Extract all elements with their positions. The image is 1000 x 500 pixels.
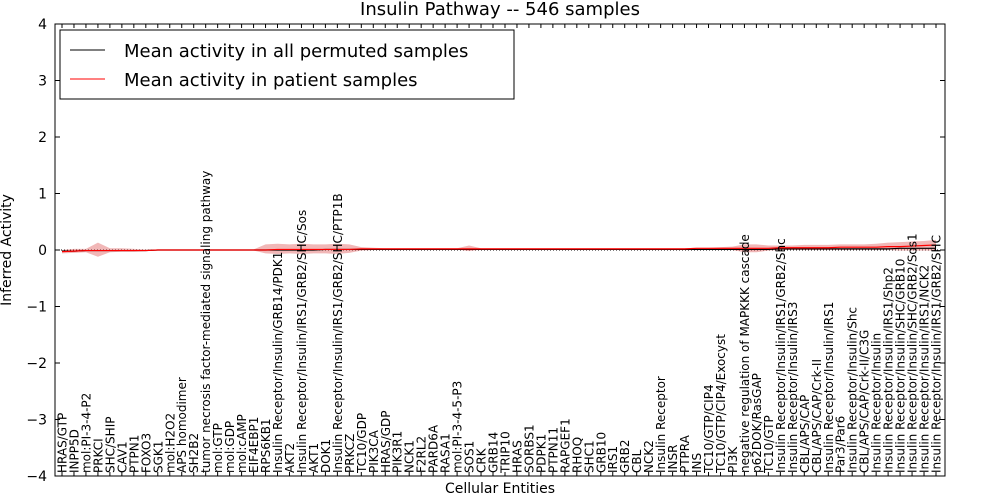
x-tick-label: PI3K — [726, 446, 740, 473]
y-tick-label: −4 — [26, 469, 47, 485]
x-tick-label: AKT1 — [307, 443, 321, 473]
x-tick-label: INPP5D — [67, 429, 81, 473]
x-tick-label: SHC/SHIP — [103, 417, 117, 473]
x-axis-label: Cellular Entities — [445, 481, 555, 497]
x-tick-label: CBL — [630, 449, 644, 473]
x-tick-label: CAV1 — [115, 441, 129, 473]
x-tick-label: mol:GTP — [211, 423, 225, 473]
x-tick-label: SHC1 — [582, 440, 596, 473]
legend-label-patient: Mean activity in patient samples — [124, 70, 418, 91]
x-tick-label: SGK1 — [151, 441, 165, 473]
x-tick-label: Insulin Receptor/Insulin/SHC/GRB2/Sos1 — [906, 233, 920, 473]
x-tick-label: F2RL2 — [415, 436, 429, 473]
x-tick-label: EIF4EBP1 — [247, 417, 261, 473]
x-tick-label: TC10/GTP/CIP4/Exocyst — [714, 334, 728, 474]
x-tick-label: IRS1 — [606, 446, 620, 473]
y-tick-label: −1 — [26, 300, 47, 316]
x-tick-label: mol:H2O2 — [163, 413, 177, 473]
x-tick-label: PTPN11 — [546, 427, 560, 473]
x-tick-label: DOK1 — [319, 439, 333, 473]
x-tick-label: Insulin Receptor/Insulin/Shc — [846, 307, 860, 473]
y-tick-label: −2 — [26, 356, 47, 372]
y-tick-label: 1 — [38, 187, 47, 203]
x-tick-label: p62DOK/RasGAP — [750, 373, 764, 473]
x-tick-label: RAPGEF1 — [558, 418, 572, 473]
x-tick-label: INS — [690, 453, 704, 473]
x-tick-label: GRB10 — [594, 432, 608, 473]
x-tick-label: Insulin Receptor/Insulin/IRS1/GRB2/SHC/P… — [331, 193, 345, 473]
x-tick-label: HRAS — [510, 440, 524, 473]
y-tick-label: 0 — [38, 243, 47, 259]
x-tick-label: SORBS1 — [522, 424, 536, 473]
x-tick-label: GRB2 — [618, 439, 632, 473]
x-tick-label: PARD6A — [427, 424, 441, 473]
x-tick-label: TC10/GTP — [762, 415, 776, 474]
x-tick-label: Par3/Par6 — [834, 416, 848, 473]
x-tick-label: FOXO3 — [139, 433, 153, 473]
x-tick-label: PRKCZ — [343, 434, 357, 473]
y-axis: 4 3 2 1 0 −1 −2 −3 −4 — [26, 17, 945, 485]
x-tick-label: Insulin Receptor/Insulin/IRS1/Shp2 — [882, 267, 896, 473]
x-tick-label: mol:PI-3-4-5-P3 — [451, 381, 465, 473]
x-tick-label: Insulin Receptor/Insulin/IRS3 — [786, 302, 800, 473]
y-tick-label: −3 — [26, 413, 47, 429]
plot-frame — [54, 23, 946, 477]
x-tick-label: CBL/APS/CAP/Crk-II/C3G — [858, 330, 872, 473]
legend: Mean activity in all permuted samples Me… — [59, 29, 515, 100]
y-tick-label: 4 — [38, 17, 47, 33]
x-tick-label: PDPK1 — [534, 434, 548, 473]
x-tick-label: Insulin Receptor/Insulin/IRS1 — [822, 302, 836, 473]
y-tick-label: 2 — [38, 130, 47, 146]
x-tick-label: PIK3R1 — [391, 431, 405, 473]
x-tick-label: NCK2 — [642, 440, 656, 473]
y-tick-label: 3 — [38, 74, 47, 90]
x-tick-label: Insulin Receptor/Insulin — [870, 333, 884, 473]
x-tick-label: CRK — [475, 447, 489, 473]
x-tick-label: Insulin Receptor/Insulin/IRS1/GRB2/SHC/S… — [295, 210, 309, 473]
x-axis-category-labels: HRAS/GTPINPP5Dmol:PI-3-4-P2PRKCISHC/SHIP… — [56, 171, 944, 474]
x-tick-label: negative regulation of MAPKKK cascade — [738, 234, 752, 473]
y-axis-label: Inferred Activity — [0, 194, 15, 306]
x-tick-label: PTPRA — [678, 434, 692, 473]
x-tick-label: Insulin Receptor/Insulin/IRS1/GRB2/SHC — [930, 235, 944, 473]
x-tick-label: Insulin Receptor/Insulin/SHC/GRB10 — [894, 259, 908, 473]
x-tick-label: CBL/APS/CAP/Crk-II — [810, 359, 824, 473]
x-tick-label: TRIP10 — [498, 431, 512, 474]
x-tick-label: TC10/GDP — [355, 413, 369, 474]
x-tick-label: Insulin Receptor/Insulin/IRS1/NCK2 — [918, 265, 932, 473]
x-tick-label: INSR — [666, 445, 680, 473]
x-tick-label: Insulin Receptor/Insulin/IRS1/GRB2/Shc — [774, 238, 788, 473]
x-tick-label: GRB14 — [487, 432, 501, 473]
x-tick-label: SH2B2 — [187, 433, 201, 473]
chart-title: Insulin Pathway -- 546 samples — [360, 0, 640, 20]
plot-area — [55, 239, 945, 257]
x-tick-label: RASA1 — [439, 433, 453, 473]
x-tick-label: SOS1 — [463, 441, 477, 473]
x-tick-label: RHOQ — [570, 437, 584, 473]
x-tick-label: tumor necrosis factor-mediated signaling… — [199, 171, 213, 473]
x-tick-label: TC10/GTP/CIP4 — [702, 384, 716, 474]
x-tick-label: mol:GDP — [223, 421, 237, 473]
x-tick-label: mol:PI-3-4-P2 — [79, 393, 93, 473]
x-tick-label: CBL/APS/CAP — [798, 395, 812, 473]
x-tick-label: HRAS/GTP — [56, 413, 70, 473]
x-tick-label: APS homodimer — [175, 377, 189, 473]
x-tick-label: PRKCI — [91, 438, 105, 473]
x-tick-label: PTPN1 — [127, 435, 141, 473]
x-tick-label: mol:cAMP — [235, 414, 249, 473]
legend-box — [59, 29, 515, 100]
x-tick-label: Insulin Receptor/Insulin/GRB14/PDK1 — [271, 252, 285, 473]
x-tick-label: PIK3CA — [367, 429, 381, 473]
x-tick-label: AKT2 — [283, 443, 297, 473]
x-tick-label: Insulin Receptor — [654, 376, 668, 473]
x-tick-label: HRAS/GDP — [379, 410, 393, 473]
x-tick-label: NCK1 — [403, 440, 417, 473]
series-line-patient — [61, 244, 937, 253]
x-tick-label: RPS6KB1 — [259, 418, 273, 473]
legend-label-permuted: Mean activity in all permuted samples — [124, 41, 468, 62]
